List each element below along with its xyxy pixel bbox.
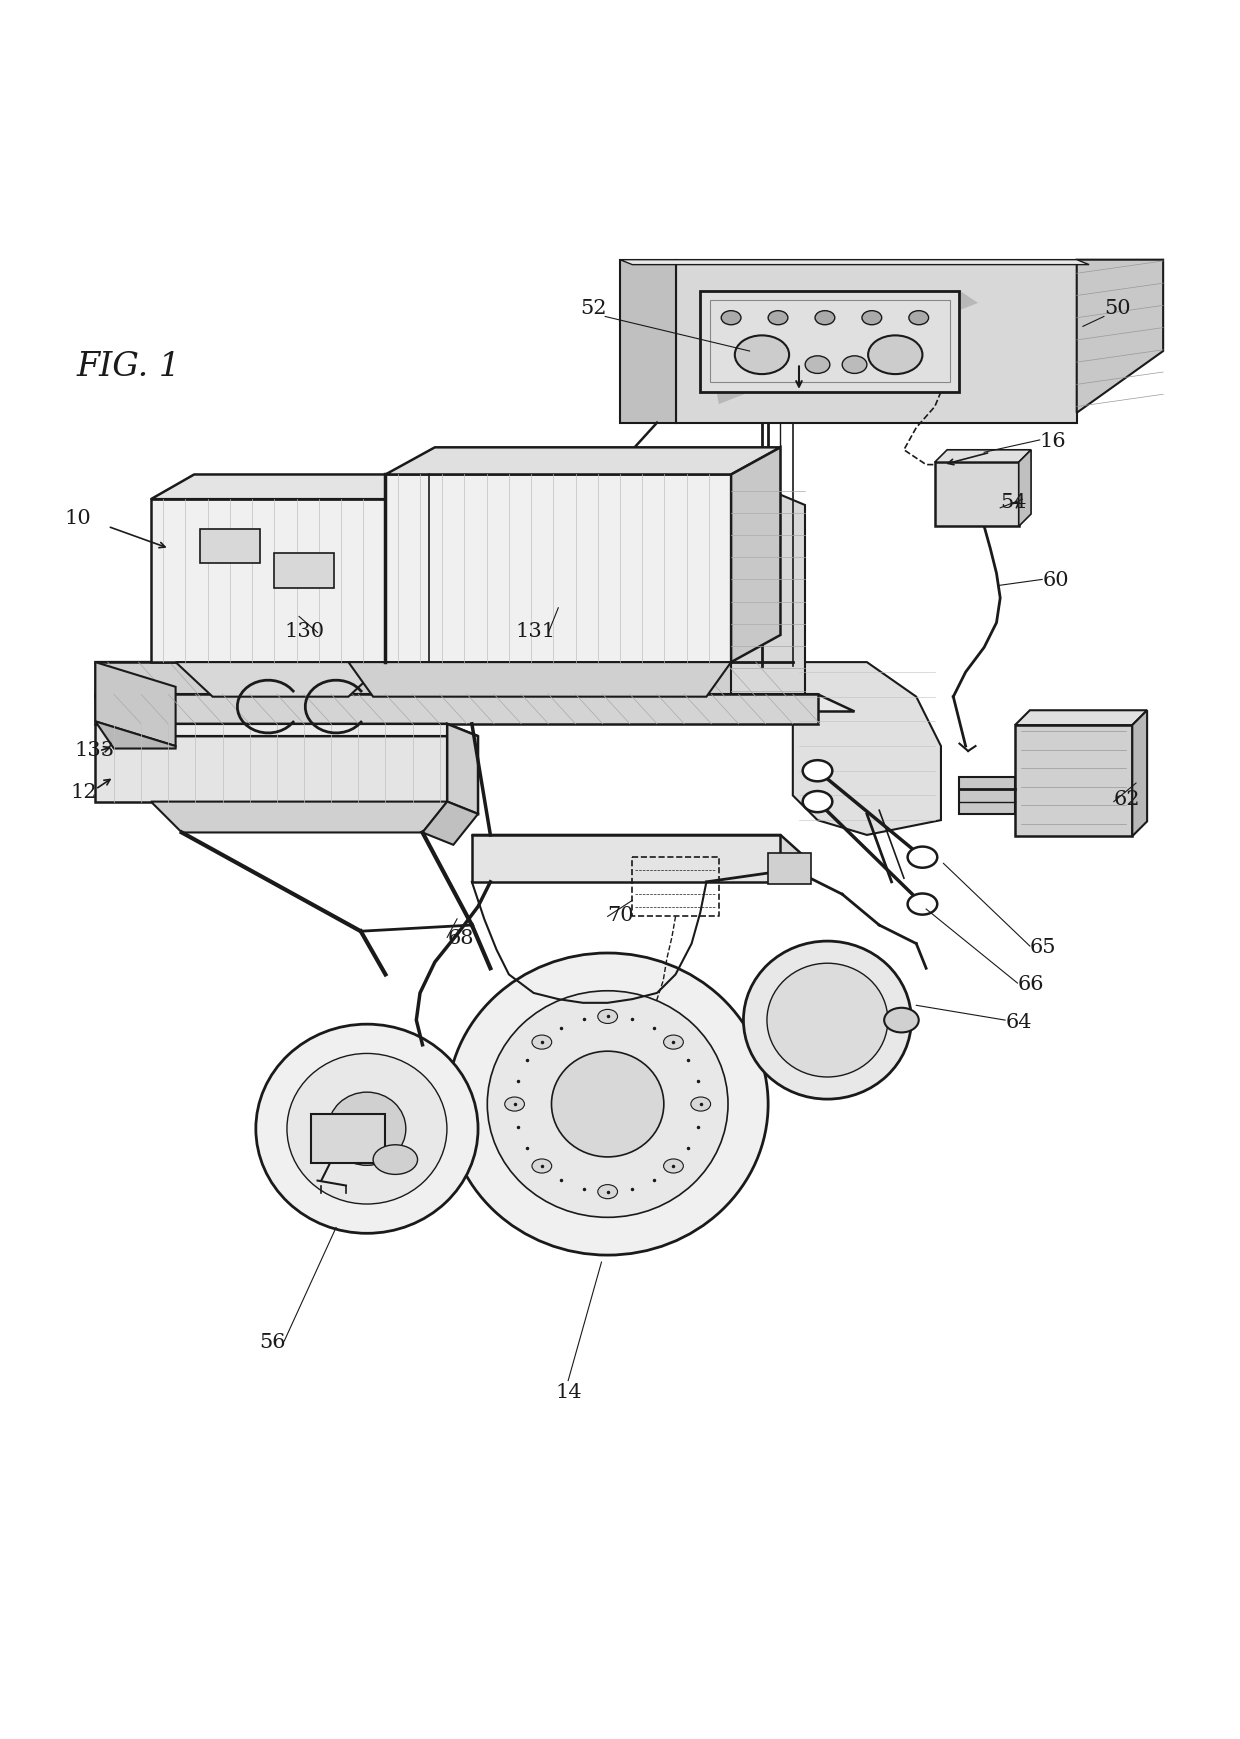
- Ellipse shape: [532, 1158, 552, 1174]
- Ellipse shape: [744, 941, 911, 1099]
- Ellipse shape: [255, 1024, 479, 1233]
- Ellipse shape: [505, 1097, 525, 1111]
- Polygon shape: [423, 802, 479, 845]
- Polygon shape: [151, 475, 429, 499]
- Ellipse shape: [448, 953, 768, 1256]
- Bar: [201, 529, 259, 563]
- Polygon shape: [95, 722, 176, 748]
- Ellipse shape: [815, 311, 835, 325]
- Text: 54: 54: [1001, 492, 1027, 511]
- Polygon shape: [1076, 259, 1163, 412]
- Ellipse shape: [908, 894, 937, 915]
- Text: 56: 56: [259, 1334, 286, 1353]
- Text: 52: 52: [580, 299, 608, 318]
- Polygon shape: [386, 447, 780, 475]
- Polygon shape: [960, 777, 1016, 814]
- Bar: [1016, 725, 1132, 836]
- Polygon shape: [95, 694, 854, 711]
- Ellipse shape: [722, 311, 742, 325]
- Ellipse shape: [373, 1144, 418, 1174]
- Polygon shape: [1132, 710, 1147, 836]
- Ellipse shape: [909, 311, 929, 325]
- Polygon shape: [732, 475, 805, 697]
- Polygon shape: [935, 450, 1032, 463]
- Ellipse shape: [691, 1097, 711, 1111]
- Text: 133: 133: [74, 741, 114, 760]
- Ellipse shape: [663, 1158, 683, 1174]
- Text: 14: 14: [556, 1383, 583, 1402]
- Bar: [701, 290, 960, 391]
- Text: FIG. 1: FIG. 1: [77, 351, 181, 383]
- Ellipse shape: [768, 311, 787, 325]
- Bar: [274, 553, 334, 588]
- Polygon shape: [151, 499, 386, 663]
- Polygon shape: [95, 723, 448, 802]
- Polygon shape: [732, 447, 780, 663]
- Ellipse shape: [768, 963, 888, 1076]
- Text: 130: 130: [284, 623, 325, 642]
- Ellipse shape: [663, 1035, 683, 1049]
- Bar: [935, 463, 1019, 527]
- Polygon shape: [348, 663, 732, 697]
- Ellipse shape: [487, 991, 728, 1217]
- Bar: [711, 301, 950, 383]
- Ellipse shape: [862, 311, 882, 325]
- Polygon shape: [95, 663, 176, 746]
- Polygon shape: [95, 663, 805, 682]
- Text: 12: 12: [71, 783, 97, 802]
- Text: 65: 65: [1030, 939, 1056, 958]
- Text: 10: 10: [64, 510, 92, 529]
- Polygon shape: [151, 802, 448, 833]
- Ellipse shape: [735, 336, 789, 374]
- Polygon shape: [448, 723, 479, 814]
- Polygon shape: [95, 694, 817, 723]
- Polygon shape: [95, 663, 768, 697]
- Polygon shape: [620, 259, 1089, 264]
- Text: 131: 131: [515, 623, 556, 642]
- Polygon shape: [701, 290, 978, 403]
- Polygon shape: [95, 723, 479, 736]
- Polygon shape: [472, 835, 780, 882]
- Text: 68: 68: [448, 929, 474, 948]
- Text: 64: 64: [1006, 1012, 1032, 1031]
- Polygon shape: [1016, 710, 1147, 725]
- Ellipse shape: [884, 1009, 919, 1033]
- Text: 62: 62: [1114, 790, 1141, 809]
- Ellipse shape: [805, 356, 830, 374]
- Ellipse shape: [532, 1035, 552, 1049]
- Ellipse shape: [842, 356, 867, 374]
- Polygon shape: [676, 259, 1076, 423]
- Polygon shape: [792, 663, 941, 835]
- Text: 60: 60: [1042, 570, 1069, 590]
- Ellipse shape: [552, 1050, 663, 1156]
- Text: 50: 50: [1104, 299, 1131, 318]
- Polygon shape: [386, 475, 732, 663]
- Ellipse shape: [598, 1009, 618, 1024]
- Polygon shape: [386, 475, 429, 663]
- Ellipse shape: [286, 1054, 446, 1203]
- Ellipse shape: [908, 847, 937, 868]
- Ellipse shape: [802, 760, 832, 781]
- Ellipse shape: [598, 1184, 618, 1198]
- Text: 16: 16: [1039, 433, 1066, 452]
- Polygon shape: [472, 835, 805, 857]
- Text: 66: 66: [1018, 976, 1044, 995]
- Ellipse shape: [868, 336, 923, 374]
- Polygon shape: [620, 259, 676, 423]
- Ellipse shape: [329, 1092, 405, 1165]
- Polygon shape: [1019, 450, 1032, 527]
- Ellipse shape: [802, 791, 832, 812]
- Bar: [768, 854, 811, 885]
- Polygon shape: [176, 663, 386, 697]
- Bar: [311, 1115, 386, 1163]
- Text: 70: 70: [608, 906, 635, 925]
